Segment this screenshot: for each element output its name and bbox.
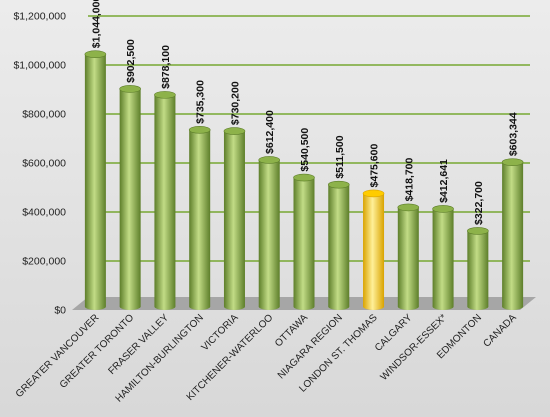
- data-labels: $1,044,000 $902,500 $878,100 $735,300 $730,2…: [90, 0, 519, 225]
- y-tick-label: $800,000: [22, 109, 66, 121]
- y-tick-label: $0: [54, 305, 66, 317]
- bar-highlighted: [362, 189, 385, 310]
- bars: [84, 50, 524, 310]
- y-tick-label: $600,000: [22, 158, 66, 170]
- y-tick-label: $1,000,000: [13, 60, 66, 72]
- data-label: $730,200: [229, 81, 241, 125]
- data-label: $511,500: [334, 135, 346, 178]
- x-category-label: CANADA: [481, 312, 518, 349]
- bar: [84, 50, 107, 310]
- bar: [327, 180, 350, 310]
- data-label: $1,044,000: [90, 0, 102, 48]
- data-label: $603,344: [508, 112, 520, 156]
- bar: [188, 126, 211, 310]
- data-label: $902,500: [125, 39, 137, 83]
- data-label: $540,500: [299, 128, 311, 172]
- y-tick-label: $400,000: [22, 207, 66, 219]
- bar: [501, 158, 524, 310]
- y-axis-tick-labels: $0 $200,000 $400,000 $600,000 $800,000 $1,000…: [13, 11, 66, 317]
- data-label: $412,641: [438, 159, 450, 203]
- data-label: $418,700: [403, 157, 415, 201]
- x-category-label: WINDSOR-ESSEX*: [379, 312, 450, 383]
- bar: [397, 203, 420, 310]
- x-category-label: NIAGARA REGION: [276, 312, 345, 381]
- data-label: $878,100: [160, 45, 172, 89]
- data-label: $735,300: [195, 80, 207, 124]
- bar: [258, 156, 281, 310]
- y-tick-label: $200,000: [22, 256, 66, 268]
- data-label: $475,600: [369, 144, 381, 188]
- bar: [119, 85, 141, 310]
- bar: [154, 91, 176, 310]
- bar: [432, 205, 454, 310]
- y-tick-label: $1,200,000: [13, 11, 66, 23]
- data-label: $322,700: [473, 181, 485, 225]
- bar: [223, 127, 246, 310]
- bar: [293, 173, 315, 310]
- data-label: $612,400: [264, 110, 276, 154]
- bar: [467, 227, 489, 310]
- x-category-label: FRASER VALLEY: [106, 312, 171, 377]
